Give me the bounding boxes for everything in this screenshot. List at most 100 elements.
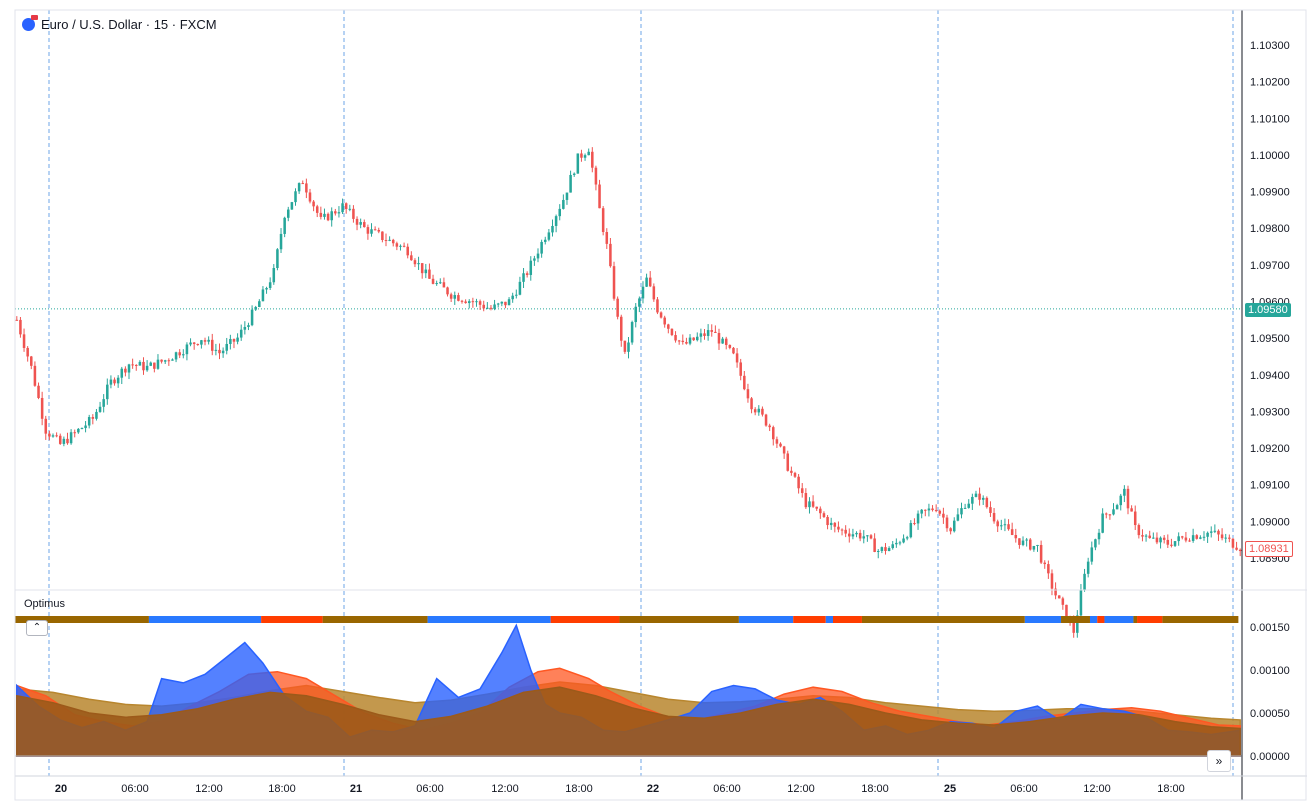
candle [210,333,214,356]
candle-body [471,301,475,303]
candle [992,508,996,524]
candle-body [905,537,909,539]
grid-lines [15,10,1242,776]
candle [489,305,493,311]
candle-body [192,342,196,344]
candle [1206,531,1209,543]
candle [214,343,218,356]
candle-body [547,232,551,240]
indicator-name[interactable]: Optimus [24,598,65,610]
candle-body [1072,621,1075,633]
candle-body [963,507,967,509]
candle [598,179,601,209]
candle-body [1032,545,1036,550]
scroll-to-realtime-button[interactable]: » [1207,750,1231,772]
signal-band-segment [738,616,794,623]
candle-body [1152,537,1155,539]
candle [565,192,569,205]
candle [200,339,203,349]
candle [855,531,858,538]
candle [457,292,460,302]
candle-body [1217,530,1220,535]
candle [1047,560,1050,579]
candle-body [1162,537,1166,540]
candle-body [721,338,724,344]
candle [504,301,507,309]
symbol-title[interactable]: Euro / U.S. Dollar · 15 · FXCM [22,15,217,32]
candle-body [565,192,569,200]
candle [1228,534,1231,543]
candle [84,421,87,433]
candle-body [576,153,580,174]
candle [330,207,333,227]
candle [601,206,605,236]
candle [185,342,189,361]
candle-body [1159,537,1162,543]
y-tick-label: 1.09800 [1250,223,1290,235]
candle [670,328,674,337]
candle-body [55,435,58,437]
candle-body [1047,564,1050,574]
candle-body [862,536,866,539]
candle-body [728,344,732,348]
x-tick-label: 18:00 [861,783,889,795]
candle-body [482,304,485,309]
candle-body [22,334,26,348]
candle-body [203,340,207,342]
candle [880,546,884,554]
candle [1018,538,1021,549]
candle-body [895,542,898,545]
candle [949,527,952,535]
candle-body [978,493,981,500]
candle [207,336,210,345]
candle-body [992,512,996,522]
candle [706,324,710,341]
candle [464,299,467,304]
candle-body [656,299,659,313]
candle-body [518,281,522,295]
candle [844,525,847,538]
candle [981,495,985,505]
candle-body [294,191,297,203]
candle [348,204,352,212]
candle-body [598,184,601,209]
candle-body [529,260,533,275]
candle-body [652,286,656,300]
candle [370,223,373,237]
candle [131,358,134,369]
candle [113,377,116,386]
candle-body [290,202,294,210]
candle-body [439,282,442,284]
candle [851,528,855,540]
candle [1188,538,1191,542]
candle [1231,538,1235,549]
candle-body [996,521,999,527]
candle [344,202,348,214]
y-tick-label: 1.10100 [1250,113,1290,125]
candle [315,204,319,218]
candle [1025,537,1028,547]
candle-body [19,319,22,335]
candle-body [355,218,359,225]
candle [424,263,428,279]
candle-body [536,253,540,259]
candle [536,248,540,263]
candle-body [714,331,717,333]
candle-body [1191,535,1195,541]
candle-body [381,231,384,241]
candle-body [87,417,91,426]
candle-body [276,249,279,269]
candle-body [1206,532,1209,537]
candle [1086,557,1090,578]
candle [1101,508,1104,534]
candle [779,442,782,448]
candle [1043,560,1047,569]
collapse-pane-button[interactable]: ⌃ [26,620,48,636]
candle [757,405,761,416]
candle-body [515,294,518,296]
candle [391,238,395,247]
candle-body [363,222,366,228]
candle [410,251,413,261]
candle [1000,519,1003,531]
